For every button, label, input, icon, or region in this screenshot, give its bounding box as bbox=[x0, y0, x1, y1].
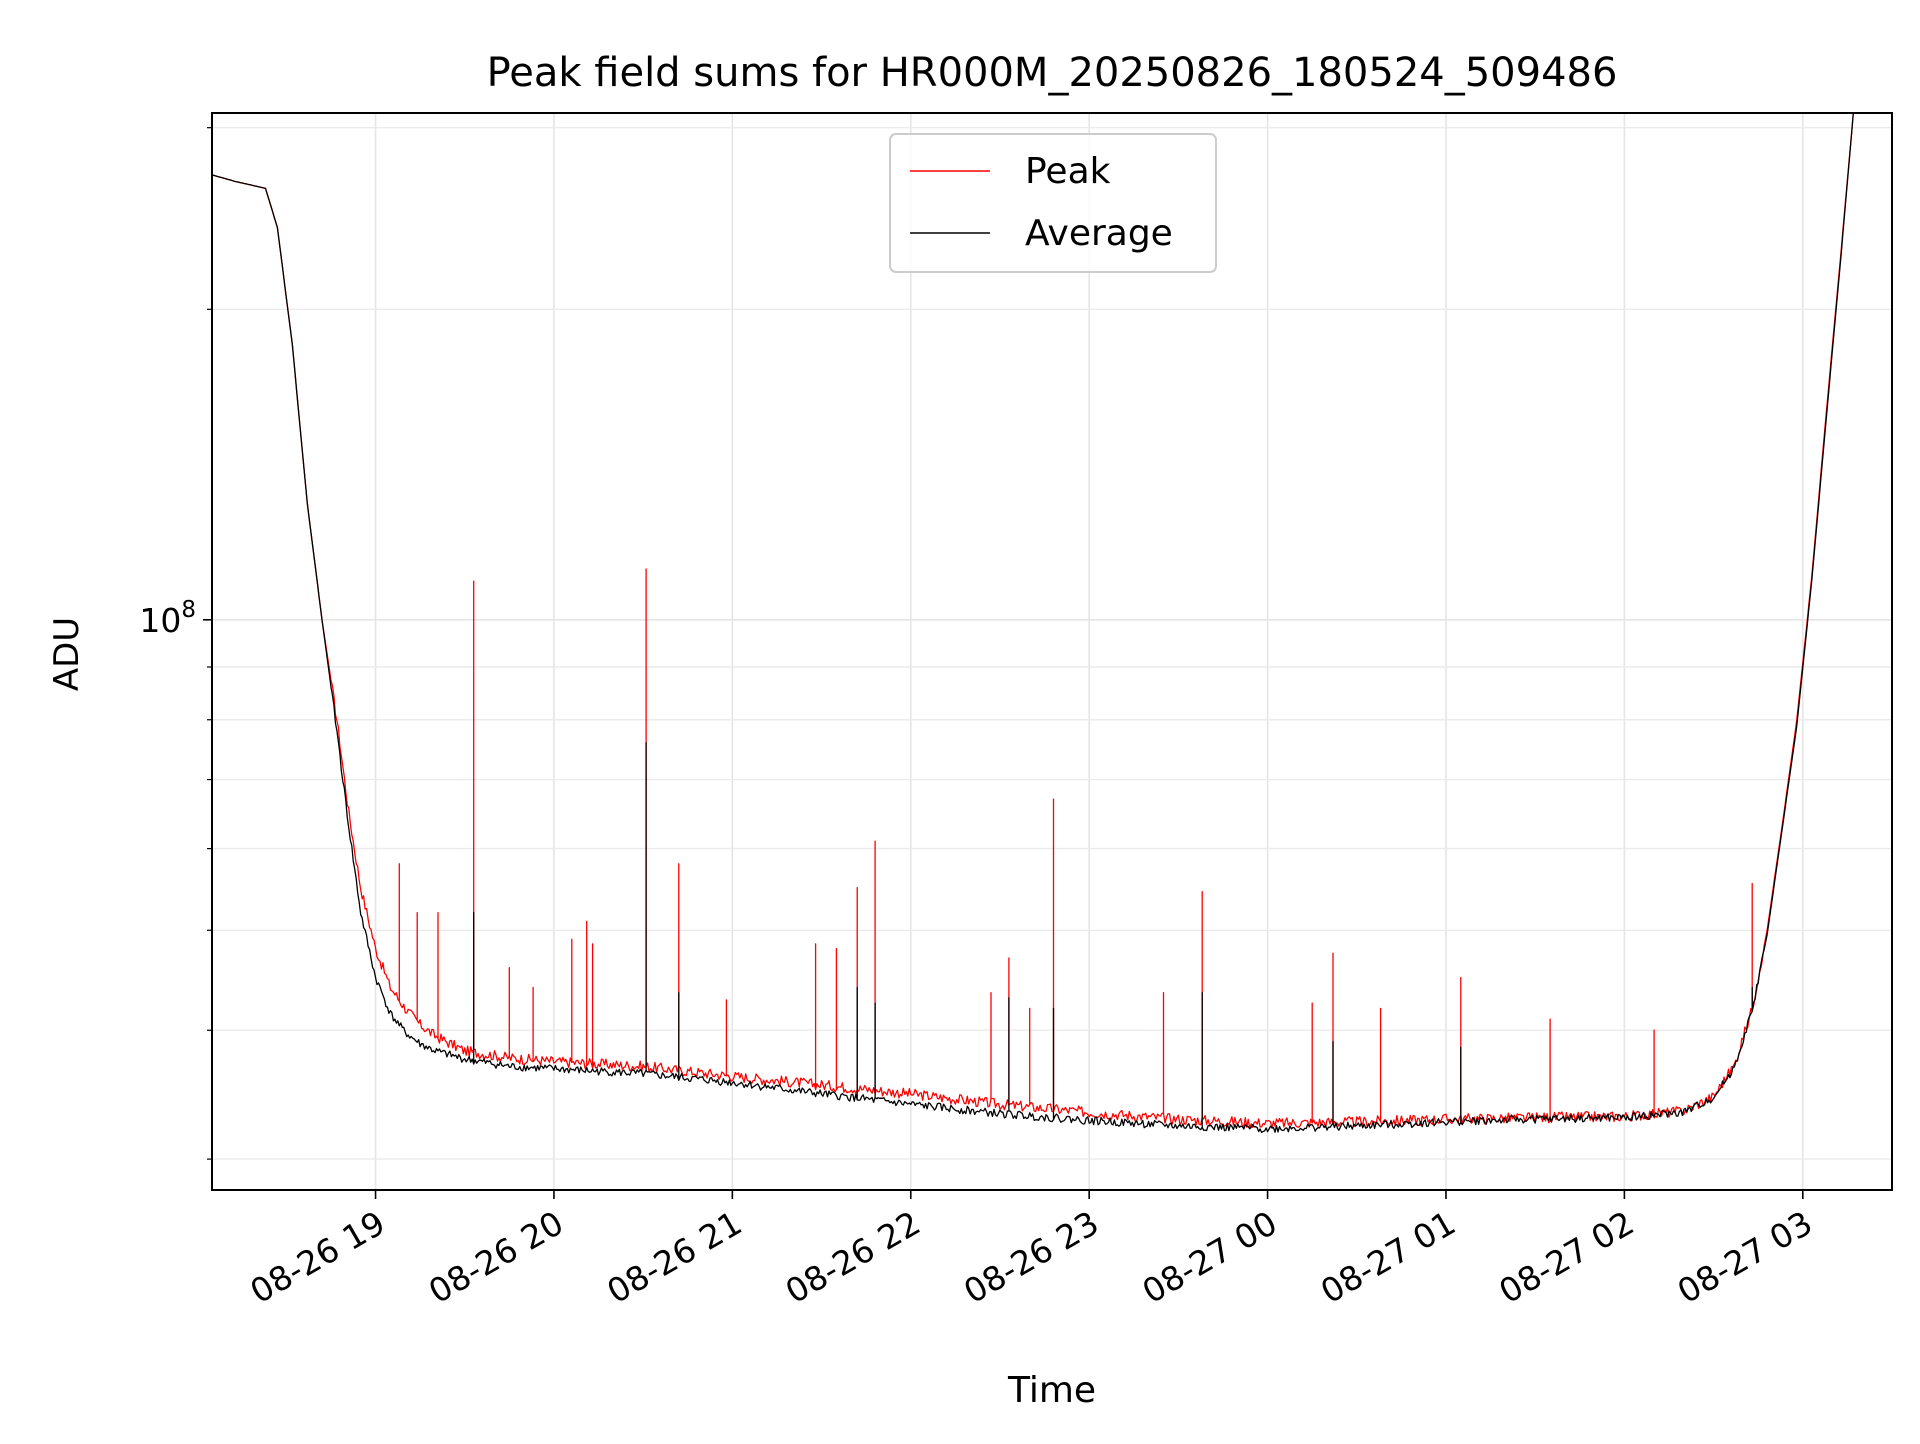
series-line-average bbox=[211, 112, 1854, 1134]
y-tick-label-exponent: 8 bbox=[181, 597, 196, 623]
x-axis-label: Time bbox=[1007, 1370, 1096, 1411]
legend-average-label: Average bbox=[1025, 213, 1173, 254]
y-axis-label: ADU bbox=[47, 617, 87, 691]
plot-series bbox=[211, 112, 1854, 1134]
y-tick-label: 108 bbox=[139, 597, 196, 640]
legend: Peak Average bbox=[889, 133, 1217, 273]
plot-frame bbox=[211, 112, 1893, 1191]
grid bbox=[212, 113, 1892, 1190]
legend-peak-label: Peak bbox=[1025, 151, 1111, 192]
chart-title: Peak field sums for HR000M_20250826_1805… bbox=[487, 50, 1618, 96]
y-tick-label-base: 10 bbox=[139, 601, 181, 640]
legend-box bbox=[889, 133, 1217, 273]
